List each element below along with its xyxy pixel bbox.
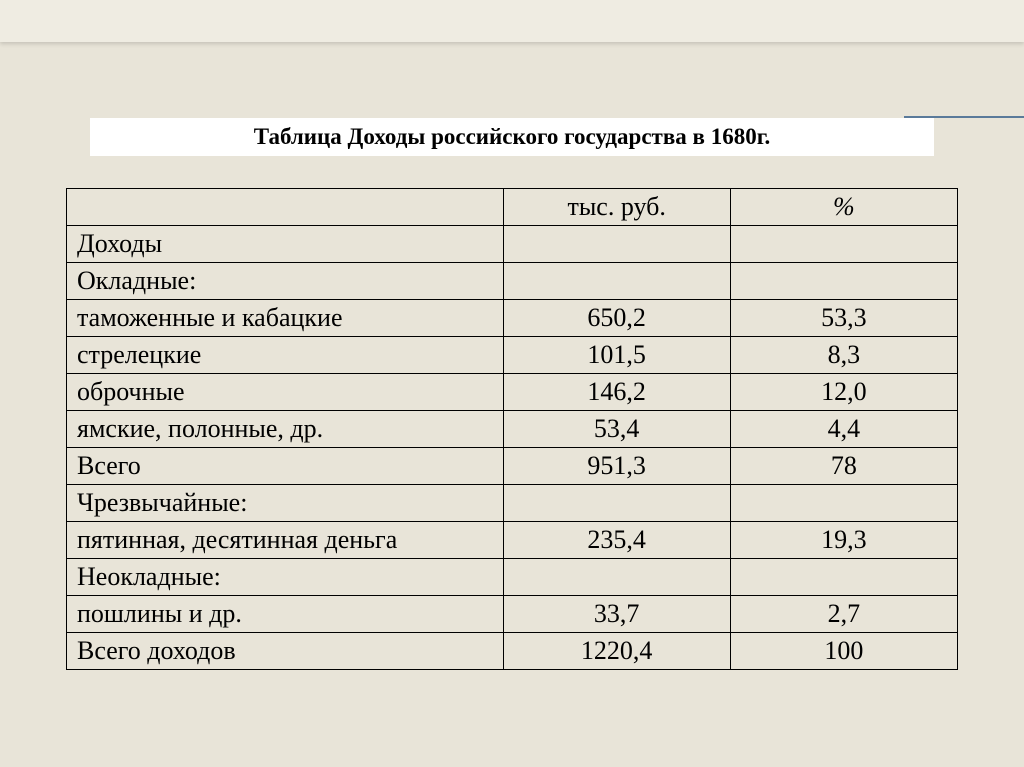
cell-label: Окладные: (67, 263, 504, 300)
cell-percent (730, 263, 957, 300)
cell-percent: 78 (730, 448, 957, 485)
table-header-row: тыс. руб. % (67, 189, 958, 226)
header-label (67, 189, 504, 226)
cell-label: ямские, полонные, др. (67, 411, 504, 448)
cell-label: стрелецкие (67, 337, 504, 374)
title-bar: Таблица Доходы российского государства в… (90, 118, 934, 156)
table-row: пошлины и др. 33,7 2,7 (67, 596, 958, 633)
cell-value: 101,5 (503, 337, 730, 374)
cell-value (503, 263, 730, 300)
table-row: ямские, полонные, др. 53,4 4,4 (67, 411, 958, 448)
cell-value: 650,2 (503, 300, 730, 337)
cell-label: таможенные и кабацкие (67, 300, 504, 337)
cell-value: 33,7 (503, 596, 730, 633)
cell-label: Всего доходов (67, 633, 504, 670)
cell-value (503, 559, 730, 596)
page-title: Таблица Доходы российского государства в… (254, 124, 771, 149)
table-row: Всего 951,3 78 (67, 448, 958, 485)
table-row: Всего доходов 1220,4 100 (67, 633, 958, 670)
header-value: тыс. руб. (503, 189, 730, 226)
table-row: таможенные и кабацкие 650,2 53,3 (67, 300, 958, 337)
cell-value: 951,3 (503, 448, 730, 485)
income-table-container: тыс. руб. % Доходы Окладные: таможенные … (66, 188, 958, 670)
cell-label: Чрезвычайные: (67, 485, 504, 522)
cell-label: Всего (67, 448, 504, 485)
top-strip (0, 0, 1024, 42)
cell-label: Доходы (67, 226, 504, 263)
cell-percent (730, 559, 957, 596)
cell-value: 235,4 (503, 522, 730, 559)
cell-percent: 12,0 (730, 374, 957, 411)
cell-percent: 100 (730, 633, 957, 670)
table-row: Доходы (67, 226, 958, 263)
table-row: Чрезвычайные: (67, 485, 958, 522)
cell-percent: 2,7 (730, 596, 957, 633)
cell-percent: 19,3 (730, 522, 957, 559)
cell-value (503, 485, 730, 522)
cell-percent (730, 485, 957, 522)
cell-percent: 53,3 (730, 300, 957, 337)
table-row: пятинная, десятинная деньга 235,4 19,3 (67, 522, 958, 559)
cell-percent: 8,3 (730, 337, 957, 374)
cell-label: оброчные (67, 374, 504, 411)
income-table: тыс. руб. % Доходы Окладные: таможенные … (66, 188, 958, 670)
table-row: Неокладные: (67, 559, 958, 596)
cell-percent (730, 226, 957, 263)
table-row: Окладные: (67, 263, 958, 300)
table-row: оброчные 146,2 12,0 (67, 374, 958, 411)
cell-value: 146,2 (503, 374, 730, 411)
cell-value: 53,4 (503, 411, 730, 448)
cell-value (503, 226, 730, 263)
cell-label: пошлины и др. (67, 596, 504, 633)
cell-label: пятинная, десятинная деньга (67, 522, 504, 559)
cell-label: Неокладные: (67, 559, 504, 596)
cell-percent: 4,4 (730, 411, 957, 448)
table-row: стрелецкие 101,5 8,3 (67, 337, 958, 374)
cell-value: 1220,4 (503, 633, 730, 670)
header-percent: % (730, 189, 957, 226)
